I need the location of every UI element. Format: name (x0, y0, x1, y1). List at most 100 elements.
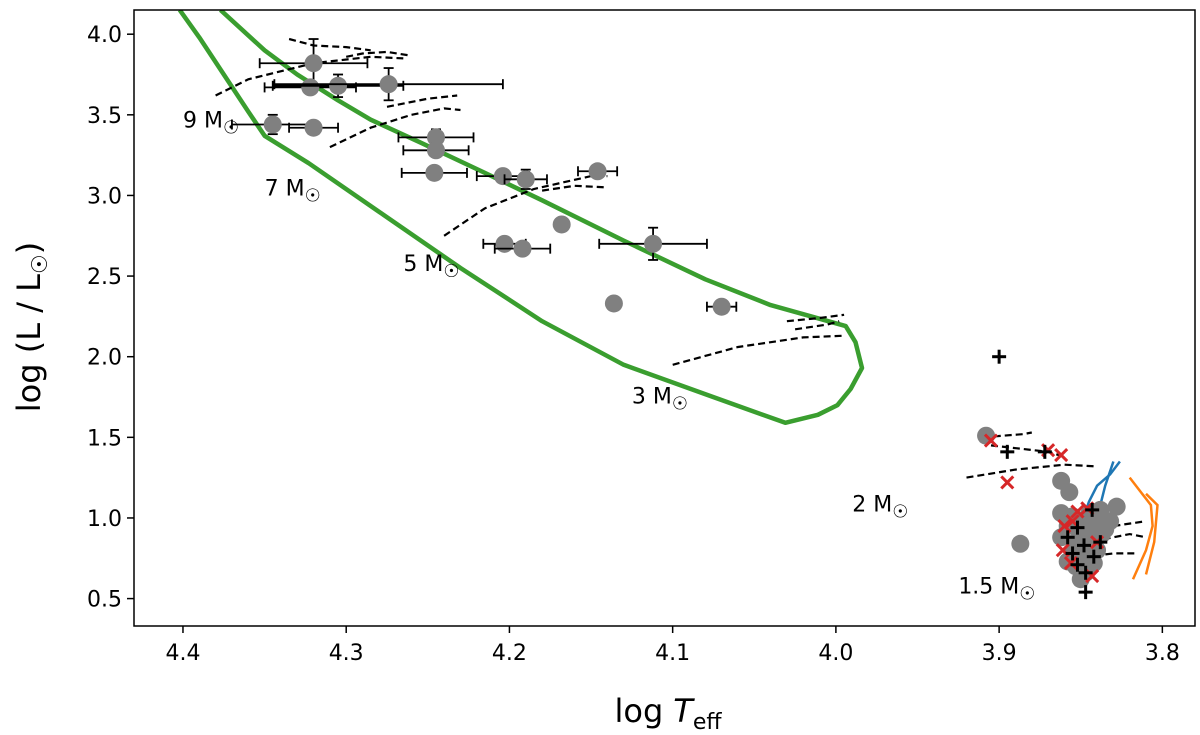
instability-strip-outline (177, 10, 865, 426)
red-cross-stroke-b-12 (1063, 556, 1079, 571)
x-axis-label: log Teff (614, 692, 722, 735)
red-cross-marker-1 (983, 433, 999, 448)
y-tick-label-7: 3.5 (87, 104, 122, 129)
data-points-layer (231, 38, 1126, 600)
data-point-14 (495, 234, 514, 253)
data-point-2 (301, 78, 320, 97)
black-plus-marker-3 (1037, 444, 1052, 459)
red-cross-stroke-b-2 (1000, 475, 1015, 490)
red-cross-marker-7 (1070, 504, 1085, 519)
black-plus-marker-2 (1000, 444, 1015, 459)
red-cross-marker-12 (1063, 556, 1079, 571)
data-point-3 (329, 76, 348, 95)
instability-strip-layer (177, 10, 865, 426)
red-cross-stroke-b-4 (1054, 448, 1069, 463)
data-point-7 (426, 128, 445, 147)
red-cross-marker-4 (1054, 448, 1069, 463)
mass-label-sun-6: ☉ (1019, 584, 1035, 605)
red-cross-marker-2 (1000, 475, 1015, 490)
cluster-point-4 (1060, 483, 1079, 502)
black-plus-marker-7 (1077, 538, 1092, 553)
mass-label-sun-4: ☉ (672, 393, 688, 414)
y-tick-label-3: 1.5 (87, 426, 122, 451)
plot-frame (133, 9, 1196, 627)
mass-label-text-3: 5 M (403, 252, 443, 277)
mass-label-sun-2: ☉ (305, 185, 321, 206)
data-point-17 (604, 294, 623, 313)
y-tick-label-5: 2.5 (87, 265, 122, 290)
x-tick-label-2: 4.3 (329, 641, 364, 666)
mass-label-text-2: 7 M (265, 176, 305, 201)
data-point-5 (263, 115, 282, 134)
x-tick-label-7: 3.8 (1145, 641, 1180, 666)
x-axis-label-symbol: T (673, 692, 695, 730)
y-axis-label: log (L / L☉) (10, 242, 53, 412)
mass-label-sun-3: ☉ (443, 261, 459, 282)
evolutionary-track-16 (1113, 520, 1147, 528)
evolutionary-track-11 (966, 463, 1098, 479)
data-point-12 (588, 162, 607, 181)
x-tick-label-1: 4.4 (165, 641, 200, 666)
evolutionary-track-2 (288, 37, 371, 52)
red-cross-marker-5 (1057, 518, 1072, 534)
evolutionary-track-4 (329, 107, 461, 149)
evolutionary-track-10 (794, 320, 840, 331)
data-point-18 (712, 297, 731, 316)
mass-label-text-1: 9 M (183, 109, 223, 134)
x-tick-label-4: 4.1 (655, 641, 690, 666)
red-cross-stroke-b-6 (1065, 514, 1080, 529)
cluster-point-2 (1011, 534, 1030, 553)
mass-label-4: 3 M☉ (632, 384, 688, 414)
black-plus-marker-5 (1070, 520, 1085, 535)
x-tick-label-3: 4.2 (492, 641, 527, 666)
y-axis-label-sun: ☉ (28, 254, 53, 274)
evolutionary-track-8 (672, 334, 845, 366)
mass-label-5: 2 M☉ (852, 493, 908, 523)
black-plus-marker-9 (1086, 549, 1101, 564)
evolutionary-track-7 (541, 184, 608, 192)
mass-label-6: 1.5 M☉ (958, 575, 1035, 605)
data-point-15 (513, 239, 532, 258)
black-plus-marker-11 (1078, 565, 1093, 580)
y-tick-label-4: 2.0 (87, 346, 122, 371)
y-axis-label-text: log (L / L (10, 274, 48, 412)
black-plus-marker-1 (992, 349, 1007, 364)
mass-label-text-6: 1.5 M (958, 575, 1019, 600)
black-plus-marker-8 (1065, 546, 1080, 561)
y-axis-label-close: ) (10, 242, 48, 254)
mass-label-text-5: 2 M (852, 493, 892, 518)
y-tick-label-2: 1.0 (87, 507, 122, 532)
mass-label-1: 9 M☉ (183, 109, 239, 139)
x-tick-label-5: 4.0 (818, 641, 853, 666)
black-plus-marker-13 (1093, 535, 1108, 550)
evolutionary-track-5 (386, 94, 458, 108)
x-tick-label-6: 3.9 (982, 641, 1017, 666)
data-point-13 (552, 215, 571, 234)
data-point-1 (304, 54, 323, 73)
axes-layer: 4.4 4.3 4.2 4.1 4.0 3.9 3.8 0.5 1.0 1.5 2.0 2.5 3.0 3… (87, 9, 1196, 666)
y-tick-label-6: 3.0 (87, 184, 122, 209)
x-axis-label-log: log (614, 692, 663, 730)
data-point-11 (516, 170, 535, 189)
data-point-6 (304, 118, 323, 137)
cluster-point-24 (1107, 497, 1126, 516)
orange-edge-line-2 (1144, 492, 1159, 575)
data-point-9 (425, 163, 444, 182)
data-point-16 (644, 234, 663, 253)
orange-edge-line-1 (1128, 476, 1154, 580)
red-cross-stroke-b-11 (1085, 568, 1100, 584)
black-plus-marker-4 (1085, 502, 1100, 517)
x-axis-label-subscript: eff (693, 710, 723, 735)
black-plus-marker-6 (1060, 530, 1075, 545)
mass-label-2: 7 M☉ (265, 176, 321, 206)
red-cross-stroke-b-7 (1070, 504, 1085, 519)
mass-label-sun-5: ☉ (892, 502, 908, 523)
black-plus-marker-12 (1078, 585, 1093, 600)
mass-label-sun-1: ☉ (223, 118, 239, 139)
y-tick-label-8: 4.0 (87, 23, 122, 48)
red-cross-stroke-b-5 (1057, 518, 1072, 534)
black-plus-marker-10 (1070, 557, 1085, 572)
mass-label-text-4: 3 M (632, 384, 672, 409)
red-cross-stroke-b-10 (1055, 543, 1070, 558)
